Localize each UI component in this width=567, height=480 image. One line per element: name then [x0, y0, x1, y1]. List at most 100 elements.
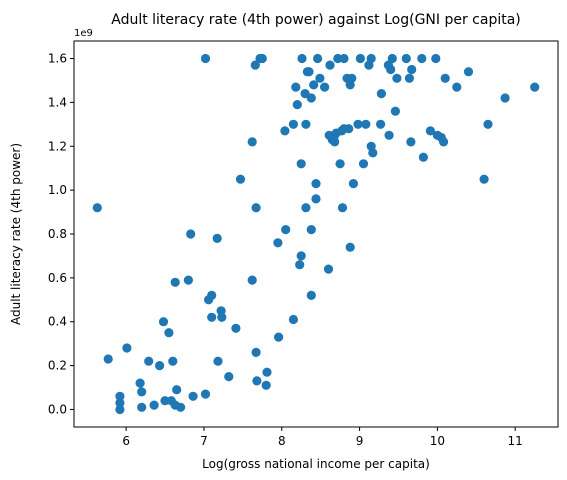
- data-point-97: [366, 53, 376, 64]
- data-point-87: [345, 242, 355, 252]
- x-tick-label-4: 10: [430, 434, 445, 448]
- data-point-14: [164, 328, 174, 338]
- data-point-76: [330, 137, 340, 147]
- data-point-82: [337, 203, 348, 213]
- data-point-51: [288, 314, 298, 325]
- data-point-102: [384, 130, 394, 140]
- data-point-46: [273, 238, 283, 248]
- data-point-120: [463, 67, 474, 77]
- data-point-28: [207, 312, 217, 322]
- x-axis-ticks: 6 7 8 9 10 11: [122, 427, 523, 448]
- data-point-48: [280, 126, 290, 136]
- data-point-22: [186, 229, 196, 239]
- data-point-8: [137, 402, 147, 412]
- data-point-117: [439, 137, 449, 147]
- data-point-0: [92, 203, 102, 213]
- data-point-105: [390, 106, 400, 116]
- data-point-21: [183, 275, 193, 285]
- data-point-56: [296, 159, 306, 169]
- data-point-83: [339, 53, 349, 64]
- data-point-35: [235, 174, 246, 184]
- data-point-124: [530, 82, 540, 92]
- data-point-86: [344, 124, 354, 134]
- data-point-50: [288, 119, 298, 129]
- data-point-93: [358, 159, 369, 169]
- data-point-91: [353, 119, 363, 129]
- data-point-41: [252, 376, 262, 386]
- y-tick-label-8: 1.6: [48, 52, 67, 66]
- y-tick-label-7: 1.4: [48, 95, 67, 109]
- x-tick-label-1: 7: [200, 434, 208, 448]
- data-point-10: [149, 400, 159, 410]
- data-point-2: [115, 391, 125, 401]
- data-point-106: [392, 73, 402, 83]
- y-tick-label-6: 1.2: [48, 139, 67, 153]
- data-point-7: [137, 387, 147, 397]
- data-point-108: [404, 73, 414, 83]
- y-tick-label-4: 0.8: [48, 227, 67, 241]
- data-point-40: [251, 347, 261, 357]
- y-axis-ticks: 0.0 0.2 0.4 0.6 0.8 1.0 1.2 1.4 1.6: [48, 52, 74, 416]
- data-point-45: [262, 367, 272, 377]
- data-point-49: [281, 225, 291, 235]
- data-point-63: [306, 290, 316, 300]
- data-point-20: [176, 402, 186, 412]
- data-point-110: [407, 64, 417, 75]
- data-point-69: [313, 53, 323, 64]
- data-point-3: [115, 398, 125, 408]
- data-point-52: [291, 82, 301, 92]
- data-point-25: [200, 389, 211, 399]
- x-tick-label-0: 6: [122, 434, 130, 448]
- data-point-12: [158, 317, 169, 327]
- y-tick-label-0: 0.0: [48, 402, 67, 416]
- data-point-89: [347, 73, 357, 83]
- data-point-111: [417, 53, 427, 64]
- y-axis-label: Adult literacy rate (4th power): [9, 143, 23, 325]
- data-point-74: [325, 60, 335, 70]
- data-point-68: [311, 194, 321, 204]
- data-point-118: [440, 73, 450, 83]
- data-point-80: [335, 159, 345, 169]
- data-point-16: [168, 356, 178, 366]
- y-tick-label-2: 0.4: [48, 315, 67, 329]
- data-point-103: [386, 64, 396, 75]
- data-point-19: [172, 385, 182, 395]
- data-point-60: [301, 119, 311, 129]
- data-point-100: [376, 89, 386, 99]
- data-point-67: [311, 179, 321, 189]
- data-point-121: [479, 174, 489, 184]
- data-point-119: [452, 82, 462, 92]
- data-point-90: [348, 179, 358, 189]
- data-point-109: [406, 137, 416, 147]
- data-point-13: [160, 396, 170, 406]
- data-point-43: [257, 53, 267, 64]
- x-axis-label: Log(gross national income per capita): [202, 457, 430, 471]
- data-point-65: [306, 225, 316, 235]
- data-point-99: [376, 119, 386, 129]
- points-layer: [92, 53, 540, 415]
- data-point-113: [425, 126, 435, 136]
- data-point-55: [296, 251, 306, 261]
- data-point-34: [231, 323, 241, 333]
- data-point-36: [247, 275, 257, 285]
- data-point-1: [103, 354, 113, 364]
- data-point-4: [115, 404, 125, 415]
- data-point-64: [306, 93, 316, 103]
- y-tick-label-5: 1.0: [48, 183, 67, 197]
- data-point-17: [170, 277, 180, 287]
- y-tick-label-3: 0.6: [48, 271, 67, 285]
- data-point-62: [304, 67, 314, 77]
- data-point-104: [387, 53, 397, 64]
- data-point-32: [217, 312, 227, 322]
- data-point-71: [320, 82, 330, 92]
- data-point-112: [418, 152, 428, 162]
- data-point-54: [295, 260, 305, 270]
- data-point-114: [431, 53, 441, 64]
- data-point-107: [401, 53, 411, 64]
- y-offset-label: 1e9: [74, 28, 93, 39]
- data-point-94: [361, 119, 371, 129]
- axes-frame: [73, 40, 559, 428]
- data-point-38: [250, 60, 260, 70]
- data-point-39: [251, 203, 261, 213]
